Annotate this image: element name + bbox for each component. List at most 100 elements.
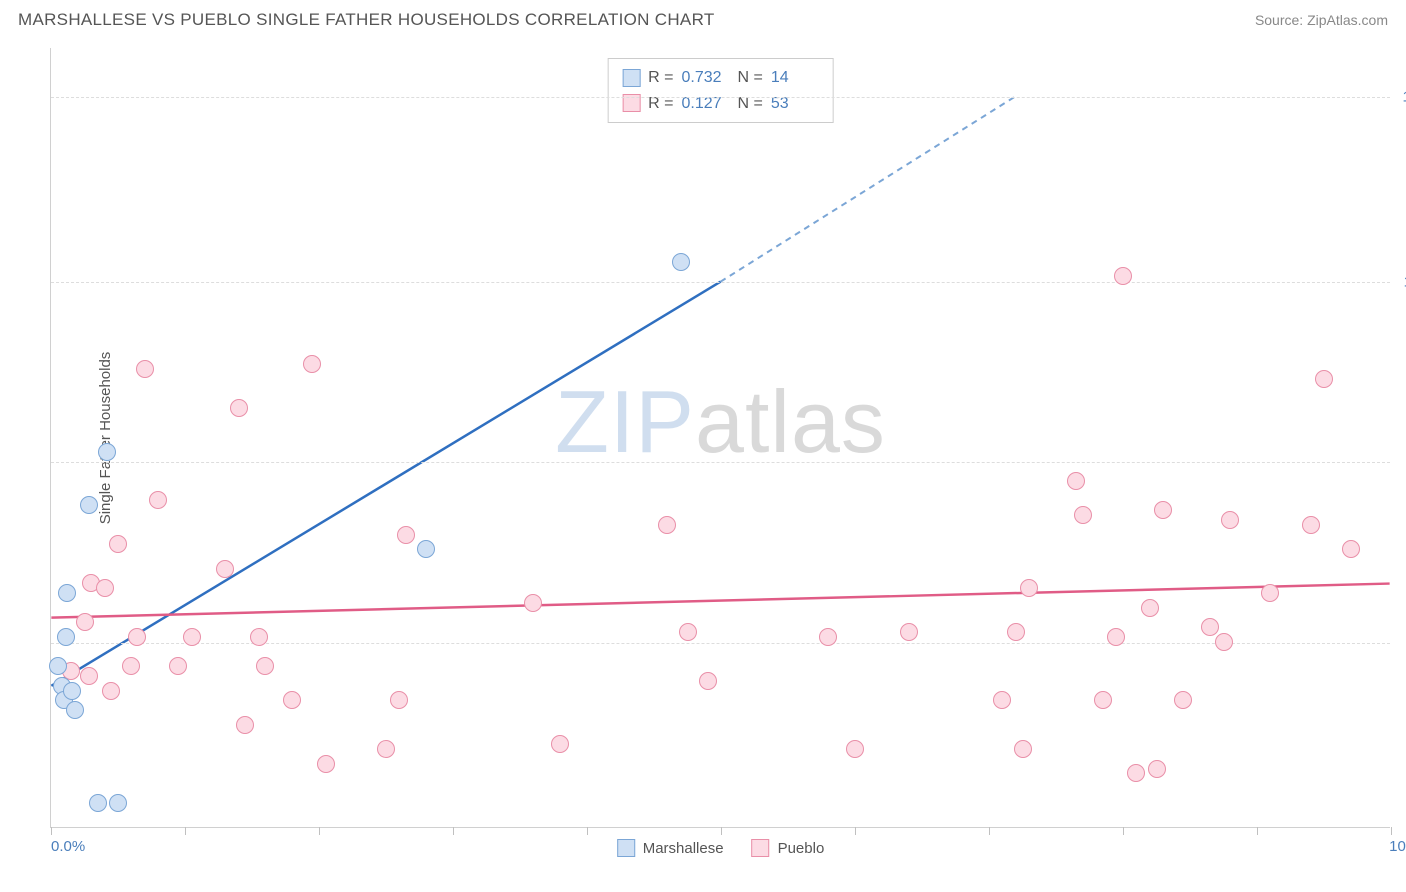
data-point xyxy=(1315,370,1333,388)
data-point xyxy=(63,682,81,700)
scatter-chart: ZIPatlas Single Father Households R =0.7… xyxy=(50,48,1390,828)
data-point xyxy=(1094,691,1112,709)
data-point xyxy=(128,628,146,646)
stats-row: R = 0.732 N = 14 xyxy=(622,65,819,91)
data-point xyxy=(1074,506,1092,524)
stat-r-label: R = xyxy=(648,91,673,117)
legend-item: Marshallese xyxy=(617,839,724,857)
y-axis-title: Single Father Households xyxy=(97,351,114,524)
data-point xyxy=(1014,740,1032,758)
data-point xyxy=(1067,472,1085,490)
data-point xyxy=(1020,579,1038,597)
legend-bottom: Marshallese Pueblo xyxy=(617,839,825,857)
stats-row: R = 0.127 N = 53 xyxy=(622,91,819,117)
data-point xyxy=(993,691,1011,709)
x-tick xyxy=(319,827,320,835)
data-point xyxy=(1114,267,1132,285)
legend-item: Pueblo xyxy=(752,839,825,857)
data-point xyxy=(317,755,335,773)
data-point xyxy=(551,735,569,753)
legend-swatch xyxy=(617,839,635,857)
data-point xyxy=(417,540,435,558)
stat-n-value: 14 xyxy=(771,65,819,91)
data-point xyxy=(183,628,201,646)
data-point xyxy=(1174,691,1192,709)
source-attribution: Source: ZipAtlas.com xyxy=(1255,12,1388,28)
stat-r-label: R = xyxy=(648,65,673,91)
series-swatch xyxy=(622,69,640,87)
data-point xyxy=(136,360,154,378)
data-point xyxy=(169,657,187,675)
header-bar: MARSHALLESE VS PUEBLO SINGLE FATHER HOUS… xyxy=(0,0,1406,36)
data-point xyxy=(1107,628,1125,646)
trendline xyxy=(51,584,1389,618)
data-point xyxy=(122,657,140,675)
data-point xyxy=(1221,511,1239,529)
data-point xyxy=(109,535,127,553)
data-point xyxy=(377,740,395,758)
data-point xyxy=(1201,618,1219,636)
y-tick-label: 15.0% xyxy=(1395,88,1406,105)
data-point xyxy=(1215,633,1233,651)
stat-r-value: 0.732 xyxy=(682,65,730,91)
data-point xyxy=(80,496,98,514)
x-tick xyxy=(1123,827,1124,835)
data-point xyxy=(102,682,120,700)
stat-n-label: N = xyxy=(738,65,763,91)
trendline-extrapolated xyxy=(721,97,1015,282)
gridline xyxy=(51,462,1390,463)
data-point xyxy=(658,516,676,534)
source-name: ZipAtlas.com xyxy=(1307,12,1388,28)
data-point xyxy=(230,399,248,417)
data-point xyxy=(216,560,234,578)
data-point xyxy=(397,526,415,544)
gridline xyxy=(51,282,1390,283)
data-point xyxy=(1127,764,1145,782)
x-tick xyxy=(721,827,722,835)
trendlines-svg xyxy=(51,48,1390,827)
data-point xyxy=(672,253,690,271)
x-axis-min-label: 0.0% xyxy=(51,838,85,855)
source-prefix: Source: xyxy=(1255,12,1307,28)
data-point xyxy=(89,794,107,812)
stat-n-value: 53 xyxy=(771,91,819,117)
data-point xyxy=(1261,584,1279,602)
data-point xyxy=(109,794,127,812)
correlation-stats-box: R = 0.732 N = 14 R = 0.127 N = 53 xyxy=(607,58,834,123)
data-point xyxy=(1342,540,1360,558)
data-point xyxy=(58,584,76,602)
data-point xyxy=(80,667,98,685)
y-tick-label: 3.8% xyxy=(1395,634,1406,651)
y-tick-label: 11.2% xyxy=(1395,274,1406,291)
x-tick xyxy=(989,827,990,835)
y-tick-label: 7.5% xyxy=(1395,454,1406,471)
x-tick xyxy=(51,827,52,835)
gridline xyxy=(51,97,1390,98)
data-point xyxy=(1148,760,1166,778)
data-point xyxy=(256,657,274,675)
data-point xyxy=(524,594,542,612)
data-point xyxy=(76,613,94,631)
data-point xyxy=(1154,501,1172,519)
data-point xyxy=(250,628,268,646)
data-point xyxy=(57,628,75,646)
legend-label: Marshallese xyxy=(643,840,724,857)
data-point xyxy=(900,623,918,641)
x-tick xyxy=(453,827,454,835)
data-point xyxy=(149,491,167,509)
data-point xyxy=(66,701,84,719)
x-tick xyxy=(1257,827,1258,835)
data-point xyxy=(1302,516,1320,534)
legend-label: Pueblo xyxy=(778,840,825,857)
stat-r-value: 0.127 xyxy=(682,91,730,117)
data-point xyxy=(96,579,114,597)
data-point xyxy=(236,716,254,734)
data-point xyxy=(699,672,717,690)
data-point xyxy=(49,657,67,675)
data-point xyxy=(390,691,408,709)
data-point xyxy=(819,628,837,646)
trendline xyxy=(51,282,720,686)
legend-swatch xyxy=(752,839,770,857)
stat-n-label: N = xyxy=(738,91,763,117)
x-tick xyxy=(855,827,856,835)
